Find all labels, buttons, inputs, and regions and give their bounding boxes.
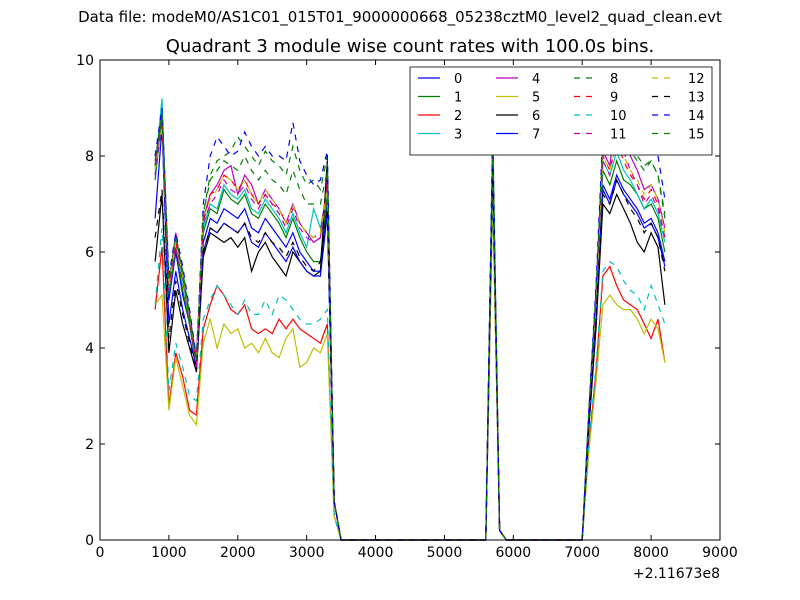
legend-label-12: 12 [688,72,705,87]
x-tick-label: 3000 [289,545,325,561]
x-axis-offset-label: +2.11673e8 [633,566,720,582]
x-tick-label: 2000 [220,545,256,561]
x-tick-label: 8000 [633,545,669,561]
legend-label-0: 0 [454,72,462,87]
legend-label-13: 13 [688,91,705,106]
plot-lines [154,98,666,541]
x-tick-label: 6000 [496,545,532,561]
series-line-8 [154,112,666,541]
legend-label-7: 7 [532,128,540,143]
series-line-6 [154,160,666,541]
legend-box [409,66,713,156]
x-tick-label: 0 [96,545,105,561]
x-tick-label: 1000 [151,545,187,561]
series-line-14 [154,106,666,541]
legend-label-5: 5 [532,91,540,106]
series-line-11 [154,117,666,541]
series-line-9 [154,122,666,541]
x-tick-label: 9000 [702,545,738,561]
y-tick-label: 10 [76,53,94,69]
legend-label-9: 9 [610,91,618,106]
data-file-suptitle: Data file: modeM0/AS1C01_015T01_90000006… [78,8,722,26]
y-tick-label: 0 [85,533,94,549]
x-tick-label: 7000 [564,545,600,561]
legend-label-6: 6 [532,109,540,124]
series-line-15 [154,117,666,541]
series-line-0 [154,122,666,541]
y-tick-label: 6 [85,245,94,261]
plot-frame [99,59,721,541]
legend-label-4: 4 [532,72,540,87]
series-line-5 [154,199,666,541]
y-tick-label: 4 [85,341,94,357]
series-line-10 [154,189,666,541]
legend-label-14: 14 [688,109,705,124]
x-tick-label: 5000 [427,545,463,561]
legend-label-2: 2 [454,109,462,124]
y-tick-label: 8 [85,149,94,165]
x-tick-label: 4000 [358,545,394,561]
legend-label-10: 10 [610,109,627,124]
legend-label-11: 11 [610,128,627,143]
legend-label-3: 3 [454,128,462,143]
legend-label-8: 8 [610,72,618,87]
axes: 0 1000 2000 3000 4000 5000 6000 7000 8000 9000 0 2 4… [76,53,738,561]
y-tick-label: 2 [85,437,94,453]
series-line-3 [154,98,666,541]
series-line-2 [154,194,666,541]
legend-label-1: 1 [454,91,462,106]
series-line-13 [154,165,666,541]
chart-title: Quadrant 3 module wise count rates with … [165,36,655,57]
series-line-1 [154,117,666,541]
series-line-4 [154,112,666,541]
legend-label-15: 15 [688,128,705,143]
